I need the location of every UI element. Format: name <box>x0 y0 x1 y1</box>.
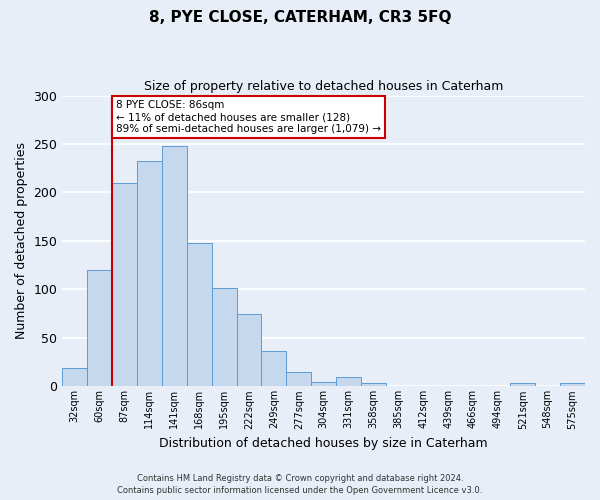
Bar <box>112 183 137 386</box>
Bar <box>236 314 262 386</box>
Bar <box>87 270 112 386</box>
Bar <box>336 376 361 386</box>
Bar <box>212 288 236 386</box>
Y-axis label: Number of detached properties: Number of detached properties <box>15 142 28 340</box>
Bar <box>286 372 311 386</box>
Text: Contains HM Land Registry data © Crown copyright and database right 2024.
Contai: Contains HM Land Registry data © Crown c… <box>118 474 482 495</box>
Bar <box>62 368 87 386</box>
Text: 8, PYE CLOSE, CATERHAM, CR3 5FQ: 8, PYE CLOSE, CATERHAM, CR3 5FQ <box>149 10 451 25</box>
Bar <box>361 384 386 386</box>
Bar <box>262 352 286 386</box>
Bar <box>511 384 535 386</box>
Bar <box>311 382 336 386</box>
Bar <box>162 146 187 386</box>
Text: 8 PYE CLOSE: 86sqm
← 11% of detached houses are smaller (128)
89% of semi-detach: 8 PYE CLOSE: 86sqm ← 11% of detached hou… <box>116 100 381 134</box>
Bar <box>560 384 585 386</box>
Bar <box>187 243 212 386</box>
X-axis label: Distribution of detached houses by size in Caterham: Distribution of detached houses by size … <box>160 437 488 450</box>
Bar <box>137 162 162 386</box>
Title: Size of property relative to detached houses in Caterham: Size of property relative to detached ho… <box>144 80 503 93</box>
